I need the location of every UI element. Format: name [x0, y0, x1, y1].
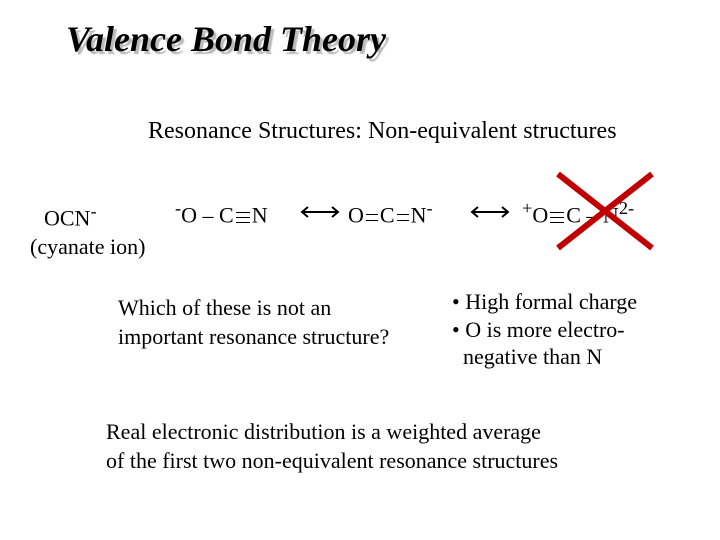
bullet-2b: negative than N	[452, 343, 637, 371]
title-text: Valence Bond Theory	[66, 19, 386, 59]
page-title: Valence Bond Theory	[66, 18, 386, 60]
resonance-structure-2: O C N-	[348, 198, 433, 228]
species-charge: -	[90, 201, 96, 221]
s1-N: N	[252, 202, 268, 227]
s2-C: C	[380, 202, 395, 227]
s2-O: O	[348, 202, 364, 227]
s1-bond1: –	[197, 202, 219, 227]
bullet-1: • High formal charge	[452, 288, 637, 316]
resonance-arrow-2-icon	[468, 204, 512, 220]
cross-out-icon	[550, 166, 660, 256]
resonance-structure-1: -O – C N	[175, 198, 268, 228]
s2-N: N	[411, 202, 427, 227]
resonance-arrow-1-icon	[298, 204, 342, 220]
species-name: (cyanate ion)	[30, 233, 145, 262]
s1-C: C	[219, 202, 234, 227]
bullet-list: • High formal charge • O is more electro…	[452, 288, 637, 371]
question-text: Which of these is not an important reson…	[118, 294, 389, 351]
question-line2: important resonance structure?	[118, 323, 389, 352]
s1-O: O	[181, 202, 197, 227]
species-label: OCN- (cyanate ion)	[44, 200, 145, 262]
subtitle: Resonance Structures: Non-equivalent str…	[148, 118, 617, 145]
s3-O: O	[532, 202, 548, 227]
subtitle-text: Resonance Structures: Non-equivalent str…	[148, 118, 617, 144]
conclusion-line1: Real electronic distribution is a weight…	[106, 418, 558, 447]
question-line1: Which of these is not an	[118, 294, 389, 323]
species-formula: OCN-	[44, 200, 145, 233]
conclusion-text: Real electronic distribution is a weight…	[106, 418, 558, 475]
s2-charge: -	[426, 198, 432, 218]
species-formula-text: OCN	[44, 205, 90, 230]
s3-charge-o: +	[522, 198, 532, 218]
conclusion-line2: of the first two non-equivalent resonanc…	[106, 447, 558, 476]
bullet-2a: • O is more electro-	[452, 316, 637, 344]
